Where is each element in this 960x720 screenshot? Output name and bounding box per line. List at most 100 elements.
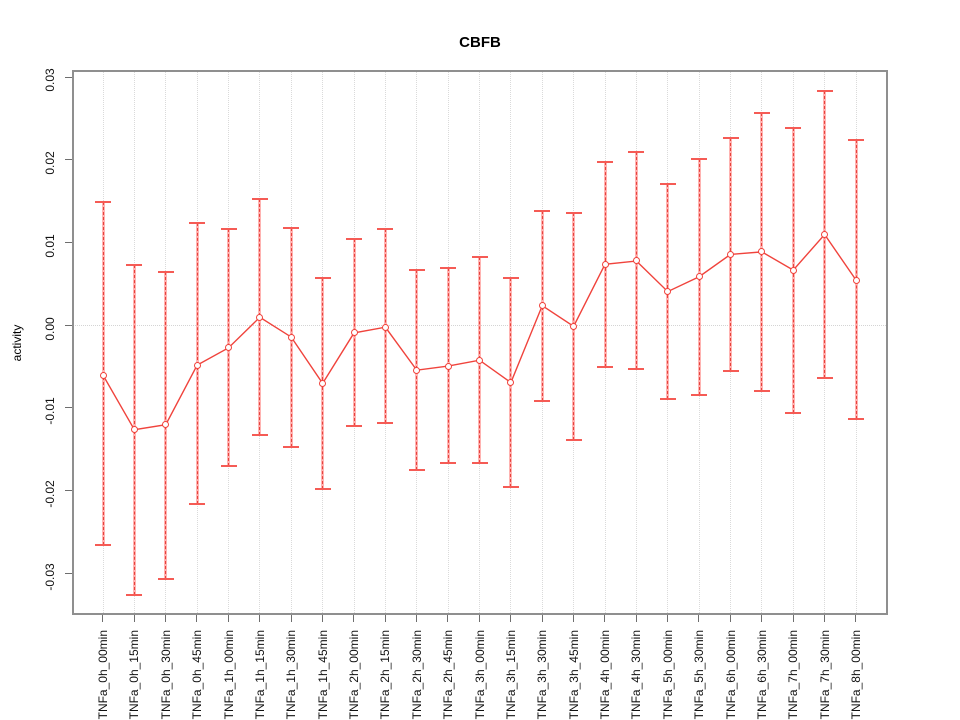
error-bar-cap-bottom [95,544,111,547]
error-bar-cap-bottom [502,485,519,488]
data-point [225,344,232,352]
error-bar-cap-top [691,158,708,161]
x-tick [102,615,104,622]
x-tick [823,615,825,622]
x-tick [133,615,135,622]
data-point [287,333,295,341]
x-tick [165,615,166,622]
data-point [695,273,703,281]
error-bar-cap-top [534,209,551,212]
x-tick [855,615,857,622]
error-bar-cap-top [95,201,111,204]
data-point [413,366,421,374]
error-bar-cap-bottom [597,365,613,368]
data-point [758,248,766,256]
error-bar-cap-bottom [283,446,300,449]
data-point [99,371,107,379]
error-bar-cap-top [722,136,739,139]
x-tick [510,615,512,622]
x-tick [290,615,292,622]
error-bar-cap-bottom [848,417,864,420]
x-tick [635,615,637,622]
y-tick [65,407,72,409]
data-point [350,329,358,337]
error-bar-cap-top [251,197,268,200]
data-point [507,379,515,387]
data-point [476,356,483,364]
x-tick [572,615,574,622]
error-bar-cap-top [471,255,488,258]
error-bar-cap-top [126,264,143,267]
x-tick [698,615,700,622]
x-tick [729,615,731,622]
data-point [193,361,201,369]
error-bar-cap-bottom [691,393,708,396]
error-bar-cap-top [440,266,457,269]
x-tick [667,615,668,622]
y-tick [65,324,72,326]
error-bar-cap-top [753,111,770,114]
data-point [852,276,860,284]
data-point [632,257,640,265]
error-bar-cap-top [377,227,394,230]
error-bar-cap-top [565,212,582,215]
data-point [727,250,734,258]
error-bar-cap-bottom [565,438,582,441]
x-tick [321,615,323,622]
data-point [256,313,264,321]
y-tick [65,242,72,244]
x-tick [353,615,355,622]
error-bar-cap-bottom [628,368,645,371]
error-bar-cap-top [628,150,645,153]
error-bar-cap-bottom [722,369,739,372]
data-point [570,322,578,330]
error-bar-cap-top [848,139,864,142]
y-tick [65,490,72,492]
data-point [130,426,138,434]
x-tick [416,615,417,622]
error-bar-cap-bottom [220,465,237,468]
chart-title: CBFB [459,34,501,51]
plot-frame [72,70,888,615]
error-bar-cap-top [283,226,300,229]
x-tick [761,615,763,622]
y-tick [65,159,72,161]
error-bar-cap-top [157,270,174,273]
x-tick [447,615,449,622]
error-bar-cap-bottom [377,422,394,425]
x-tick [478,615,480,622]
error-bar-cap-top [189,221,206,224]
x-tick [792,615,794,622]
error-bar-cap-top [502,276,519,279]
x-tick [604,615,606,622]
series-polyline [102,233,857,431]
data-point [162,421,170,429]
error-bar-cap-bottom [440,461,457,464]
data-point [444,362,452,370]
x-tick [384,615,386,622]
error-bar-cap-top [597,160,613,163]
x-tick [196,615,198,622]
error-bar-cap-bottom [346,424,362,427]
error-bar-cap-top [220,227,237,230]
data-point [538,302,546,310]
error-bar-cap-bottom [785,412,802,415]
data-point [664,288,672,296]
error-bar-cap-top [785,126,802,129]
error-bar-cap-bottom [534,399,551,402]
error-bar-cap-bottom [408,469,425,472]
y-tick [65,76,72,78]
data-point [381,323,389,331]
error-bar-cap-top [816,90,833,93]
error-bar-cap-bottom [659,398,676,401]
error-bar-cap-bottom [126,594,143,597]
error-bar-cap-bottom [753,389,770,392]
data-point [821,231,829,239]
data-point [319,379,327,387]
error-bar-cap-bottom [157,577,174,580]
y-tick [65,572,72,574]
error-bar-cap-bottom [314,488,331,491]
error-bar-cap-top [408,269,425,272]
error-bar-cap-bottom [251,434,268,437]
